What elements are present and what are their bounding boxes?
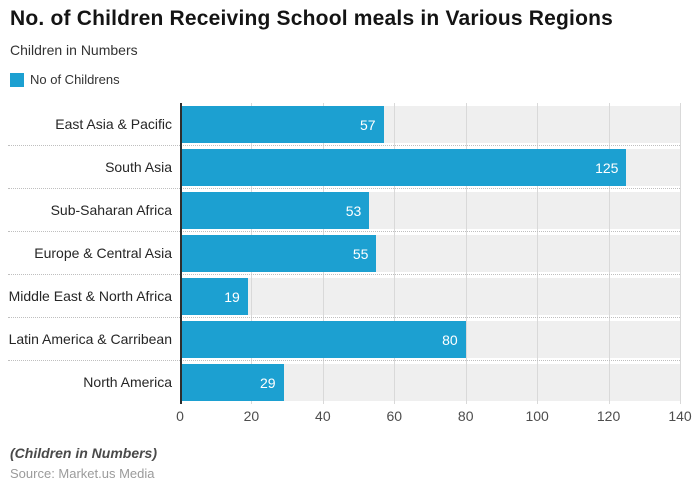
bar-value-label: 29 <box>259 374 276 391</box>
bar-value-label: 53 <box>345 202 362 219</box>
x-tick-label: 60 <box>386 408 403 424</box>
gridline <box>680 103 681 404</box>
y-axis-line <box>180 103 182 404</box>
bar-value-label: 55 <box>352 245 369 262</box>
x-tick-label: 80 <box>457 408 474 424</box>
legend-label: No of Childrens <box>30 72 120 87</box>
category-label: Sub-Saharan Africa <box>50 202 172 218</box>
x-tick-label: 0 <box>176 408 184 424</box>
row-divider <box>8 145 680 146</box>
footer-note: (Children in Numbers) <box>10 445 158 461</box>
category-label: South Asia <box>105 159 172 175</box>
bar-value-label: 125 <box>595 159 619 176</box>
x-tick-label: 40 <box>315 408 331 424</box>
bar[interactable]: 29 <box>180 364 284 401</box>
chart-row: Middle East & North Africa 19 <box>0 275 680 318</box>
category-label: Latin America & Carribean <box>8 331 172 347</box>
category-label: North America <box>83 374 172 390</box>
chart-row: Latin America & Carribean 80 <box>0 318 680 361</box>
category-label: Europe & Central Asia <box>34 245 172 261</box>
chart-row: Europe & Central Asia 55 <box>0 232 680 275</box>
row-divider <box>8 188 680 189</box>
row-band <box>180 278 680 315</box>
x-tick-label: 100 <box>525 408 549 424</box>
chart-subtitle: Children in Numbers <box>10 42 138 58</box>
row-divider <box>8 231 680 232</box>
x-tick-label: 140 <box>668 408 692 424</box>
row-divider <box>8 317 680 318</box>
x-axis: 0 20 40 60 80 100 120 140 <box>176 408 692 426</box>
bar-value-label: 57 <box>359 116 376 133</box>
bar[interactable]: 80 <box>180 321 466 358</box>
gridline <box>537 103 539 404</box>
chart-row: East Asia & Pacific 57 <box>0 103 680 146</box>
bar[interactable]: 53 <box>180 192 370 229</box>
legend-swatch-icon <box>10 72 24 87</box>
x-tick-label: 120 <box>596 408 621 424</box>
gridline <box>608 103 610 404</box>
chart-row: South Asia 125 <box>0 146 680 189</box>
legend: No of Childrens <box>10 72 120 87</box>
chart-title: No. of Children Receiving School meals i… <box>10 7 614 30</box>
bar[interactable]: 57 <box>180 106 384 143</box>
bar[interactable]: 55 <box>180 235 377 272</box>
x-tick-label: 20 <box>243 408 260 424</box>
chart-row: North America 29 <box>0 361 680 404</box>
bar[interactable]: 19 <box>180 278 248 315</box>
plot-rows: East Asia & Pacific 57 South Asia 125 Sub-Sa… <box>0 103 680 404</box>
chart-row: Sub-Saharan Africa 53 <box>0 189 680 232</box>
plot-area: East Asia & Pacific 57 South Asia 125 Sub-Sa… <box>0 103 681 404</box>
row-divider <box>8 274 680 275</box>
category-label: Middle East & North Africa <box>8 288 172 304</box>
gridline <box>465 103 467 404</box>
category-label: East Asia & Pacific <box>55 116 172 132</box>
bar-value-label: 80 <box>442 331 458 348</box>
footer-source: Source: Market.us Media <box>10 466 155 481</box>
gridline <box>394 103 396 404</box>
bar[interactable]: 125 <box>180 149 627 186</box>
bar-value-label: 19 <box>224 288 240 305</box>
row-divider <box>8 360 680 361</box>
